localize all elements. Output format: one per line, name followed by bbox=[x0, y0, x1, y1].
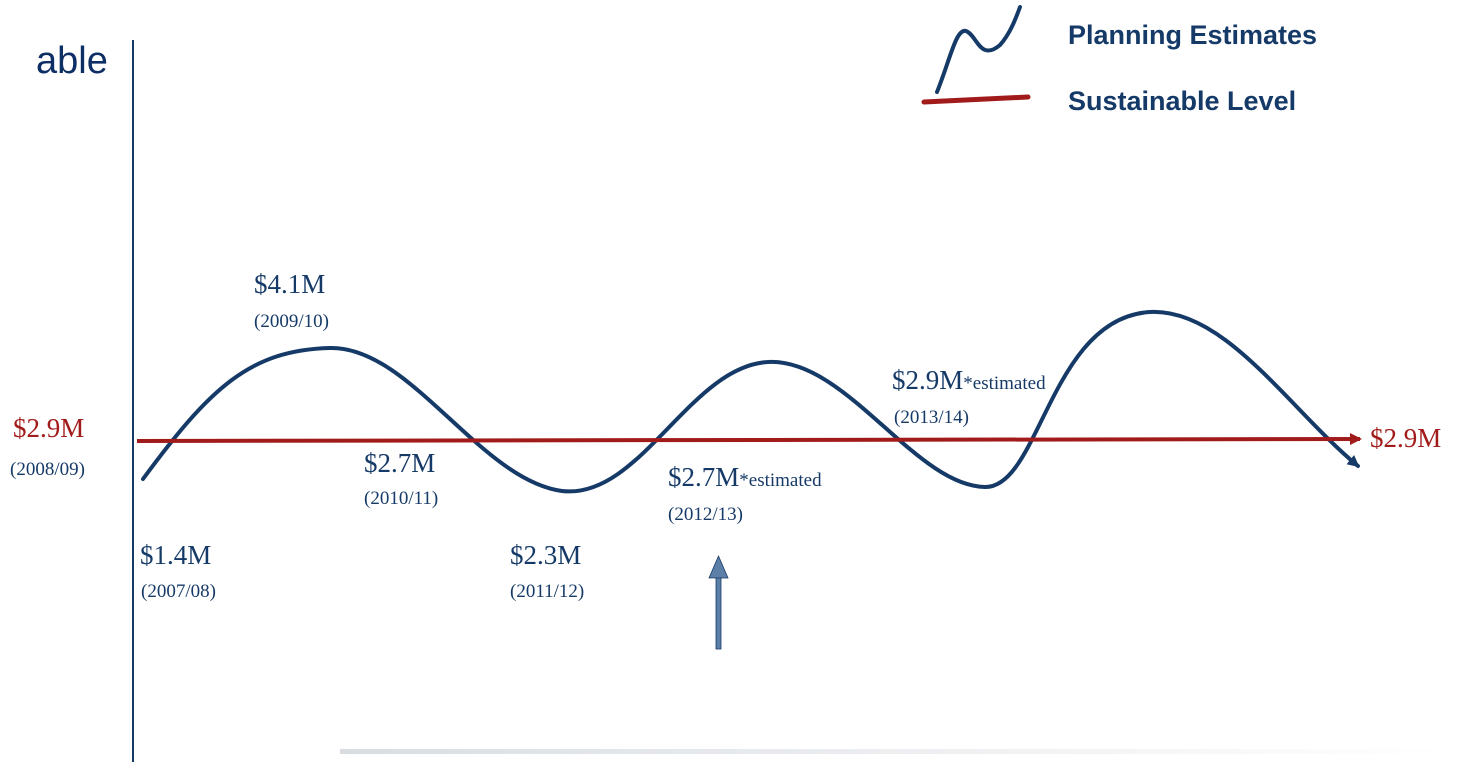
point-value-2013: $2.9M*estimated bbox=[892, 365, 1046, 395]
point-value-2012-note: *estimated bbox=[739, 470, 822, 491]
legend-planning-label: Planning Estimates bbox=[1068, 20, 1317, 50]
up-arrow-icon bbox=[708, 554, 729, 579]
point-period-2009: (2009/10) bbox=[254, 311, 329, 332]
point-value-2013-note: *estimated bbox=[963, 373, 1046, 394]
wave-line-icon bbox=[935, 5, 1022, 94]
partial-title: able bbox=[36, 40, 108, 82]
sustainable-left-period: (2008/09) bbox=[10, 459, 85, 480]
point-period-2012: (2012/13) bbox=[668, 504, 743, 525]
current-year-pointer bbox=[708, 554, 729, 650]
legend: Planning Estimates Sustainable Level bbox=[921, 5, 1317, 116]
planning-estimates-wave bbox=[141, 309, 1360, 494]
point-value-2011: $2.3M bbox=[510, 540, 581, 570]
point-value-2012: $2.7M*estimated bbox=[668, 462, 822, 492]
point-period-2013: (2013/14) bbox=[894, 407, 969, 428]
point-value-2010: $2.7M bbox=[364, 448, 435, 478]
sustainable-right-value: $2.9M bbox=[1370, 423, 1441, 453]
bottom-baseline bbox=[340, 749, 1450, 754]
point-value-2012-amount: $2.7M bbox=[668, 462, 739, 492]
point-value-2013-amount: $2.9M bbox=[892, 365, 963, 395]
pointer-shaft bbox=[715, 575, 722, 650]
point-period-2011: (2011/12) bbox=[510, 581, 584, 602]
red-line-icon bbox=[921, 94, 1031, 105]
point-period-2010: (2010/11) bbox=[364, 488, 438, 509]
sustainable-left-value: $2.9M bbox=[13, 413, 84, 443]
legend-sustainable-label: Sustainable Level bbox=[1068, 86, 1296, 116]
point-period-2007: (2007/08) bbox=[141, 581, 216, 602]
sustainable-level-line bbox=[136, 433, 1362, 446]
point-value-2007: $1.4M bbox=[140, 540, 211, 570]
point-value-2009: $4.1M bbox=[254, 269, 325, 299]
